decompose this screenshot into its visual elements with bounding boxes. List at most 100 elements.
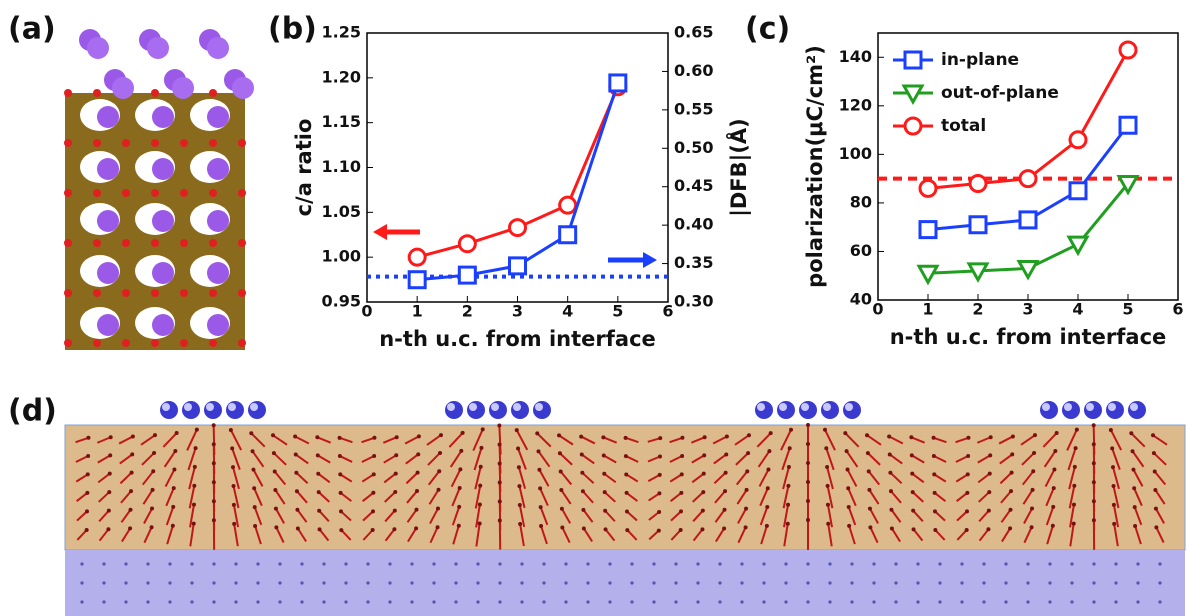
arrow-tip <box>866 469 871 474</box>
arrow <box>362 491 374 503</box>
dot <box>674 562 678 566</box>
arrow <box>517 448 527 470</box>
arrow-tip <box>1108 427 1113 432</box>
arrow-tip <box>1009 489 1014 494</box>
arrow <box>867 452 881 466</box>
arrow <box>406 509 418 523</box>
arrow <box>317 472 331 484</box>
arrow-tip <box>497 480 502 485</box>
atom-a <box>152 158 174 180</box>
arrow <box>317 454 331 464</box>
arrow <box>1154 489 1166 505</box>
arrow <box>143 526 153 544</box>
arrow-tip <box>826 521 831 526</box>
dot <box>982 581 986 585</box>
arrow-tip <box>191 502 196 507</box>
dot <box>1026 562 1030 566</box>
arrow-tip <box>806 423 810 427</box>
arrow-tip <box>1152 469 1157 474</box>
dot <box>168 562 172 566</box>
arrow <box>735 470 749 486</box>
marker <box>558 225 578 245</box>
arrow-tip <box>497 442 502 447</box>
arrow <box>669 455 683 463</box>
arrow-tip <box>1151 451 1156 456</box>
arrow-tip <box>657 491 662 496</box>
arrow <box>890 490 902 504</box>
ion <box>755 401 773 419</box>
marker <box>1016 259 1040 281</box>
dot <box>982 600 986 604</box>
arrow <box>890 509 902 523</box>
arrow-tip <box>372 435 377 440</box>
arrow-tip <box>129 470 134 475</box>
arrow-tip <box>458 467 463 472</box>
dot <box>608 600 612 604</box>
y2-tick-label: 0.45 <box>674 176 713 195</box>
arrow <box>933 455 947 463</box>
dot <box>1114 581 1118 585</box>
arrow <box>428 489 440 505</box>
arrow-tip <box>1030 487 1035 492</box>
atom-a <box>152 314 174 336</box>
arrow <box>847 487 857 507</box>
arrow-tip <box>624 490 629 495</box>
polarization-map <box>64 401 1186 616</box>
arrow-tip <box>249 431 254 436</box>
arrow <box>515 429 529 451</box>
marker <box>1018 169 1038 189</box>
arrow <box>826 504 834 528</box>
arrow-tip <box>1009 470 1014 475</box>
arrow-tip <box>911 508 916 513</box>
arrow-tip <box>85 490 90 495</box>
marker <box>407 247 427 267</box>
arrow <box>448 432 464 448</box>
legend-marker <box>901 84 925 106</box>
arrow <box>187 447 197 471</box>
arrow <box>98 491 110 503</box>
legend-marker <box>903 116 923 136</box>
arrow <box>824 429 836 451</box>
arrow <box>760 525 768 545</box>
arrow-tip <box>84 528 89 533</box>
dot <box>740 600 744 604</box>
arrow-tip <box>1053 449 1058 454</box>
arrow-tip <box>932 472 937 477</box>
arrow-tip <box>414 507 419 512</box>
arrow-tip <box>745 469 750 474</box>
arrow <box>603 454 617 464</box>
arrow-tip <box>438 450 443 455</box>
arrow <box>1042 432 1058 448</box>
arrow <box>251 450 265 468</box>
arrow-tip <box>1030 506 1035 511</box>
arrow-tip <box>273 506 278 511</box>
arrow-tip <box>273 487 278 492</box>
arrow-tip <box>315 435 320 440</box>
arrow-tip <box>767 449 772 454</box>
arrow-tip <box>746 433 751 438</box>
arrow-tip <box>271 451 276 456</box>
dot <box>388 600 392 604</box>
dot <box>894 600 898 604</box>
dot <box>960 562 964 566</box>
arrow-tip <box>909 435 914 440</box>
legend-label: in-plane <box>941 50 1019 70</box>
arrow <box>429 526 439 544</box>
arrow-tip <box>415 489 420 494</box>
atom-a <box>207 106 229 128</box>
dot <box>982 562 986 566</box>
dot <box>80 581 84 585</box>
dot <box>916 600 920 604</box>
dot <box>1048 581 1052 585</box>
arrow <box>737 508 747 524</box>
atom-a <box>97 314 119 336</box>
atom-o <box>93 289 101 297</box>
substrate <box>65 550 1185 616</box>
arrow <box>603 472 617 484</box>
atom-o <box>122 139 130 147</box>
arrow-tip <box>987 471 992 476</box>
arrow-tip <box>765 486 770 491</box>
arrow <box>692 510 704 522</box>
arrow <box>737 526 747 544</box>
arrow-tip <box>581 526 586 531</box>
